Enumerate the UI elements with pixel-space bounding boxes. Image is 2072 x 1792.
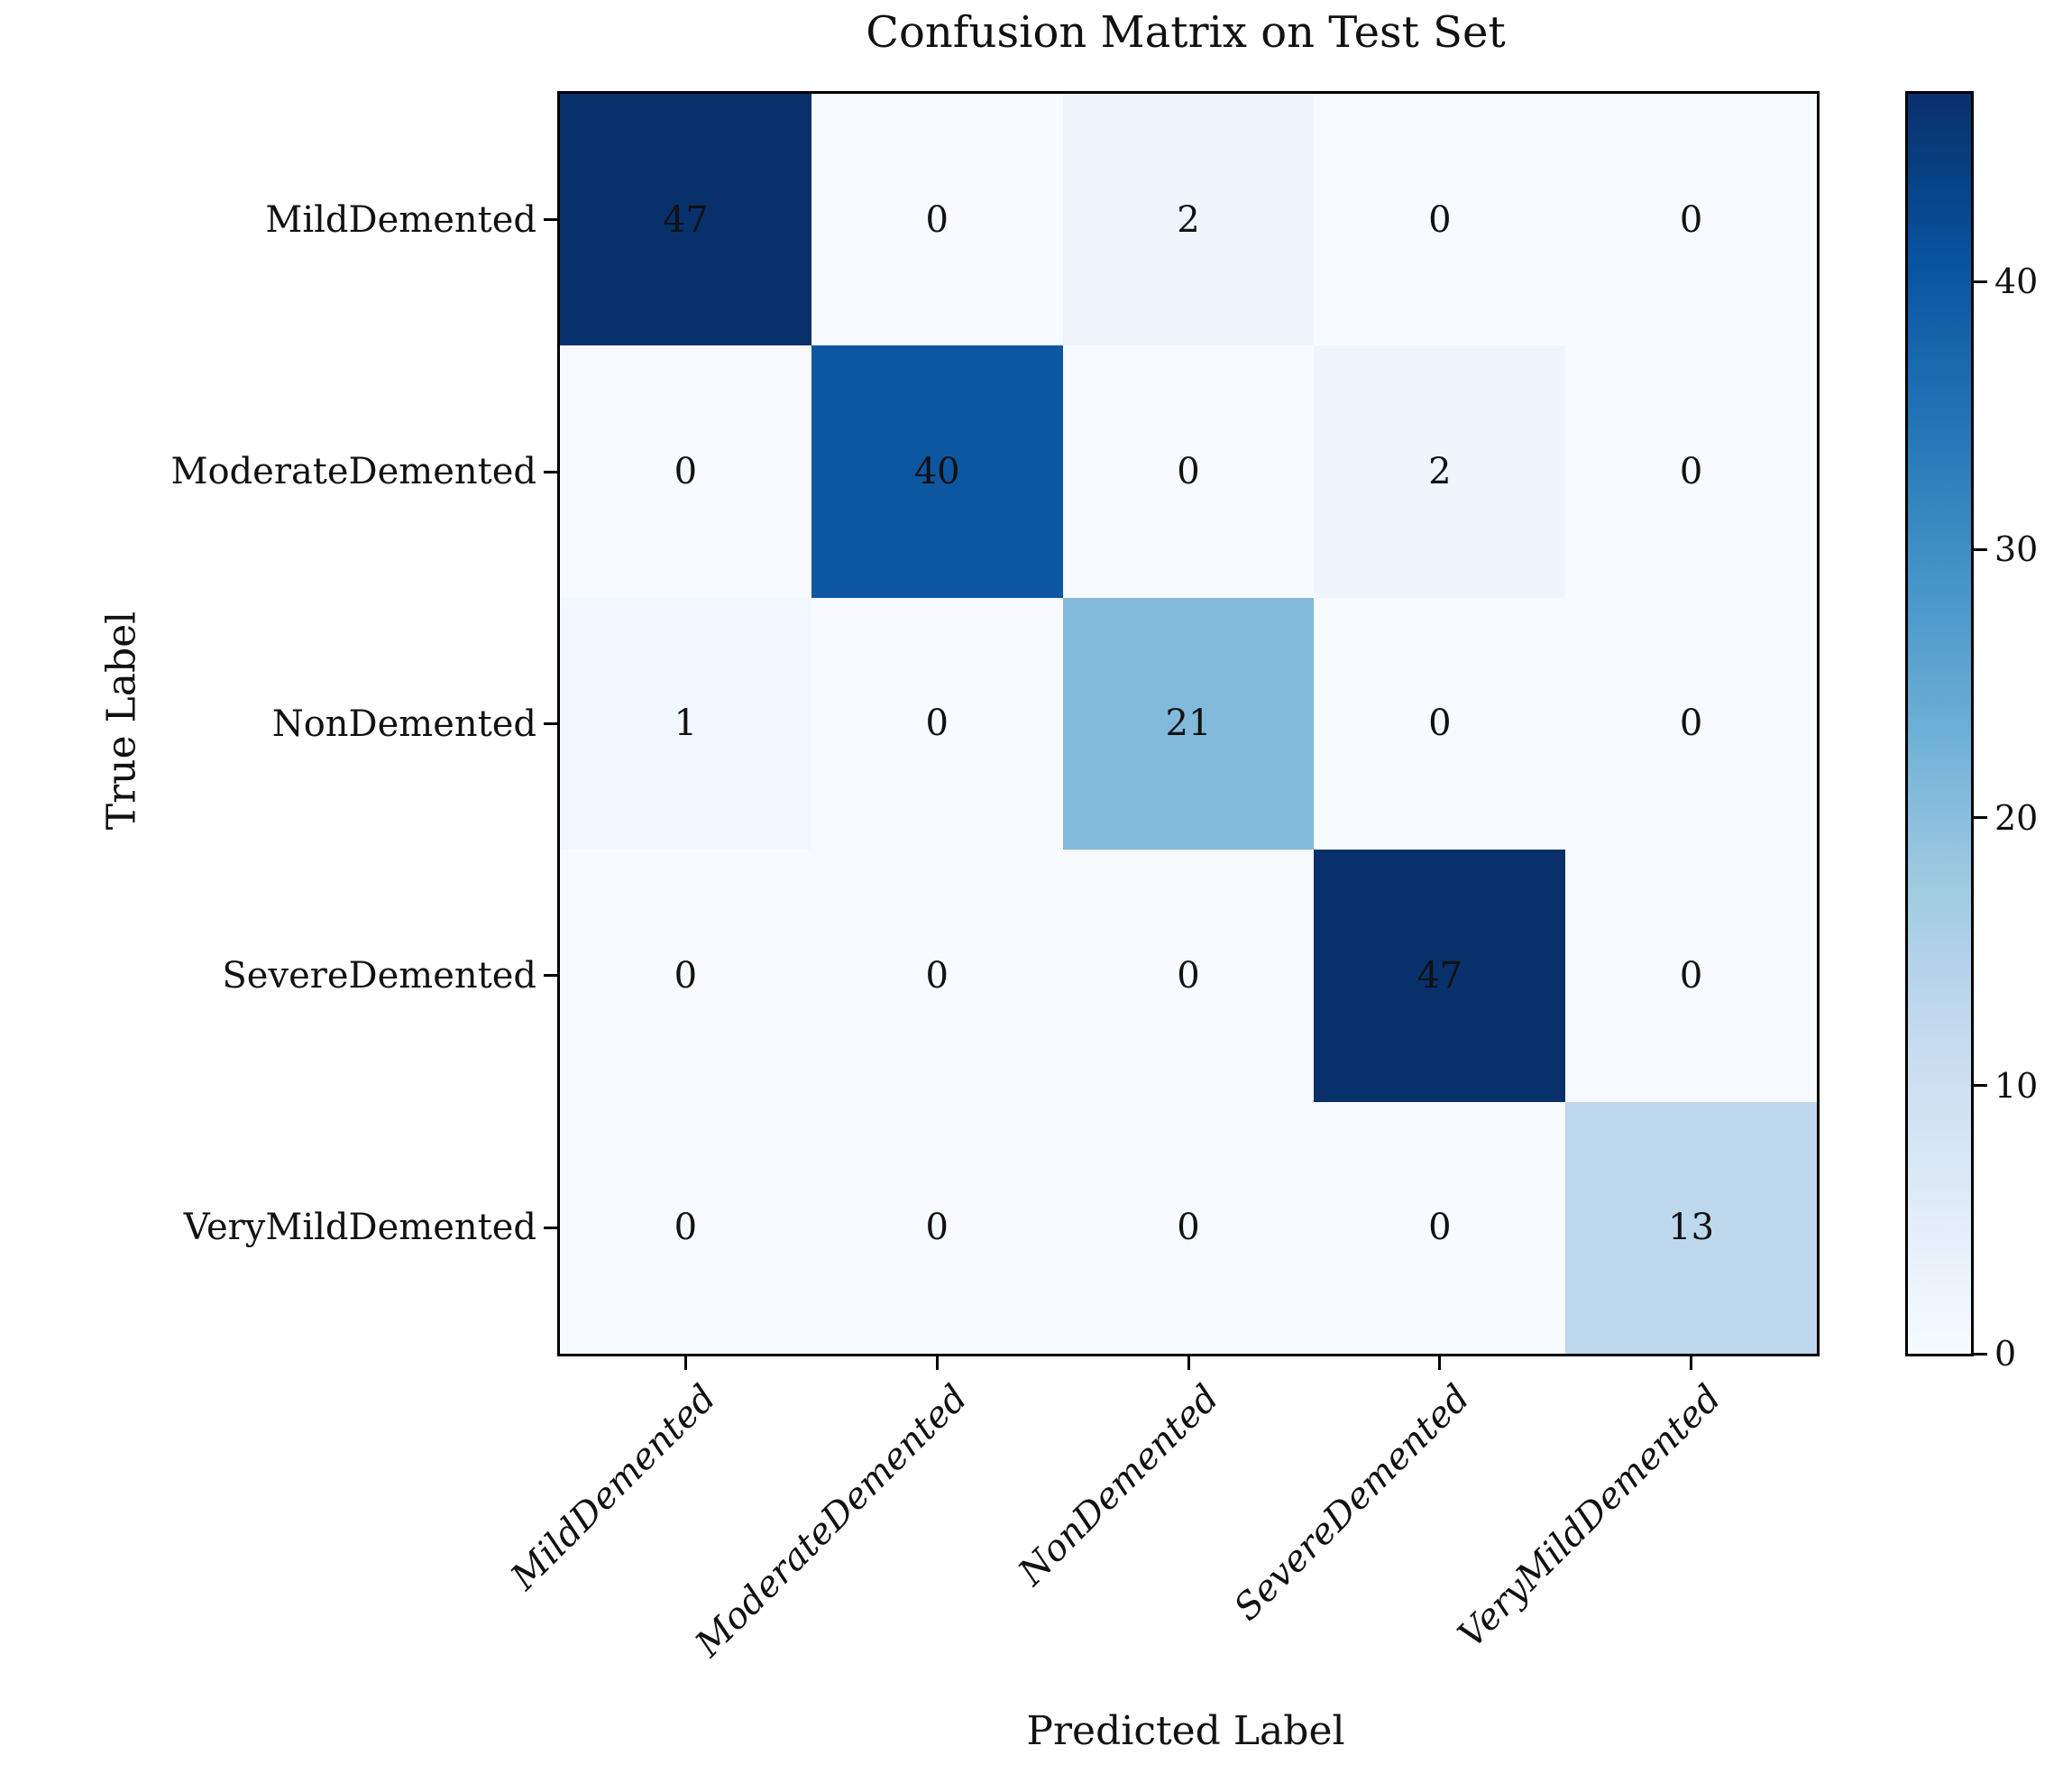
matrix-cell: 0: [1062, 345, 1315, 598]
matrix-cell: 1: [560, 597, 811, 850]
cell-value: 0: [925, 703, 949, 745]
matrix-cell: 0: [811, 1101, 1063, 1354]
axis-tick: [1974, 547, 1987, 551]
matrix-cell: 0: [1314, 597, 1566, 850]
cell-value: 0: [674, 954, 698, 997]
matrix-cell: 2: [1314, 345, 1566, 598]
axis-tick: [1974, 280, 1987, 283]
matrix-cell: 0: [560, 1101, 811, 1354]
y-tick-label: SevereDemented: [222, 954, 536, 997]
matrix-cell: 0: [811, 597, 1063, 850]
colorbar-tick-label: 10: [1994, 1065, 2039, 1106]
cell-value: 0: [1428, 198, 1452, 241]
cell-value: 0: [1177, 954, 1200, 997]
matrix-cell: 47: [1314, 850, 1566, 1102]
colorbar-tick-label: 30: [1994, 529, 2039, 570]
matrix-cell: 0: [1565, 850, 1817, 1102]
matrix-cell: 0: [1565, 94, 1817, 346]
matrix-cell: 0: [811, 94, 1063, 346]
cell-value: 21: [1165, 703, 1212, 745]
axis-tick: [1974, 1352, 1987, 1355]
heatmap: 47 0 2 0 0 0 40 0 2 0 1 0 21 0 0 0 0 0 47 0 0 0 0 0 13: [557, 91, 1820, 1356]
cell-value: 1: [674, 703, 698, 745]
cell-value: 47: [1416, 954, 1463, 997]
cell-value: 40: [913, 451, 960, 493]
cell-value: 2: [1428, 451, 1452, 493]
matrix-cell: 0: [811, 850, 1063, 1102]
cell-value: 0: [1679, 703, 1703, 745]
x-tick-label: NonDemented: [1010, 1377, 1227, 1594]
axis-tick: [1974, 816, 1987, 820]
y-tick-label: MildDemented: [265, 198, 536, 241]
x-tick-label: SevereDemented: [1226, 1377, 1479, 1630]
cell-value: 0: [1428, 1207, 1452, 1249]
axis-tick: [544, 470, 557, 473]
matrix-cell: 0: [1062, 1101, 1315, 1354]
colorbar-tick-label: 0: [1994, 1334, 2017, 1374]
cell-value: 0: [1679, 954, 1703, 997]
cell-value: 47: [662, 198, 709, 241]
cell-value: 0: [925, 954, 949, 997]
axis-tick: [1690, 1356, 1693, 1370]
cell-value: 0: [1177, 451, 1200, 493]
y-axis-title: True Label: [98, 611, 145, 831]
matrix-cell: 40: [811, 345, 1063, 598]
cell-value: 0: [925, 198, 949, 241]
x-tick-label: ModerateDemented: [687, 1377, 976, 1666]
axis-tick: [1187, 1356, 1190, 1370]
cell-value: 0: [925, 1207, 949, 1249]
axis-tick: [544, 1226, 557, 1229]
axis-tick: [544, 722, 557, 725]
cell-value: 13: [1668, 1207, 1715, 1249]
axis-tick: [544, 218, 557, 222]
matrix-cell: 13: [1565, 1101, 1817, 1354]
matrix-cell: 0: [1565, 345, 1817, 598]
colorbar-tick-label: 20: [1994, 797, 2039, 838]
matrix-cell: 0: [560, 850, 811, 1102]
cell-value: 0: [1679, 451, 1703, 493]
chart-title: Confusion Matrix on Test Set: [866, 7, 1506, 58]
cell-value: 0: [1679, 198, 1703, 241]
colorbar-tick-label: 40: [1994, 262, 2039, 302]
matrix-cell: 21: [1062, 597, 1315, 850]
axis-tick: [1974, 1084, 1987, 1088]
x-tick-label: MildDemented: [502, 1377, 724, 1599]
colorbar: [1905, 91, 1974, 1356]
cell-value: 0: [1428, 703, 1452, 745]
matrix-cell: 0: [560, 345, 811, 598]
cell-value: 0: [674, 451, 698, 493]
matrix-cell: 2: [1062, 94, 1315, 346]
cell-value: 2: [1177, 198, 1200, 241]
y-tick-label: NonDemented: [271, 703, 536, 745]
x-axis-title: Predicted Label: [1026, 1708, 1345, 1754]
x-tick-label: VeryMildDemented: [1450, 1377, 1730, 1657]
matrix-cell: 0: [1565, 597, 1817, 850]
matrix-cell: 47: [560, 94, 811, 346]
cell-value: 0: [674, 1207, 698, 1249]
matrix-cell: 0: [1314, 94, 1566, 346]
axis-tick: [935, 1356, 939, 1370]
matrix-cell: 0: [1062, 850, 1315, 1102]
axis-tick: [1438, 1356, 1442, 1370]
y-tick-label: VeryMildDemented: [183, 1207, 536, 1249]
axis-tick: [544, 974, 557, 978]
axis-tick: [683, 1356, 687, 1370]
matrix-cell: 0: [1314, 1101, 1566, 1354]
cell-value: 0: [1177, 1207, 1200, 1249]
y-tick-label: ModerateDemented: [170, 451, 537, 493]
